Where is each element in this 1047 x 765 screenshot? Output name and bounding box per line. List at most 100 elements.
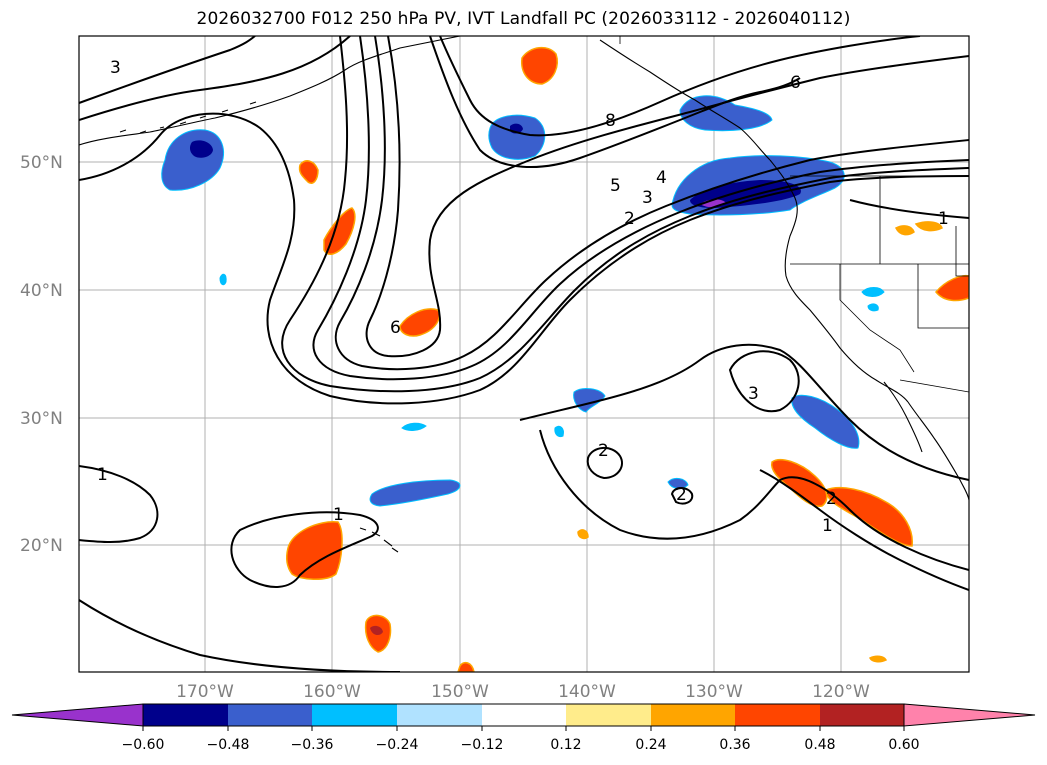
colorbar-extend-max: [903, 703, 1036, 727]
contour-2-sub: [79, 36, 351, 121]
lon-label: 150°W: [431, 682, 489, 702]
pv-blob-small-9: [577, 529, 589, 540]
pv-blob-small-3: [219, 273, 227, 286]
pv-blob-hawaii-north: [369, 479, 461, 507]
alaska-panhandle: [599, 39, 771, 161]
pv-blob-hawaii: [286, 521, 343, 580]
contour-label: 3: [110, 58, 121, 78]
colorbar-frame: [142, 703, 905, 727]
state-border-5: [955, 226, 969, 277]
lon-label: 140°W: [558, 682, 616, 702]
colorbar-swatch: [735, 704, 820, 726]
latitude-labels: 50°N 40°N 30°N 20°N: [20, 153, 63, 556]
ivt-contours: [79, 36, 969, 672]
positive-pv-regions: [286, 46, 969, 672]
pv-blob-cutoff: [399, 308, 440, 337]
coastlines: [79, 36, 969, 553]
pv-blob-se-edge: [935, 274, 969, 302]
alaska-coast: [79, 36, 461, 146]
colorbar-ticks: [142, 726, 905, 731]
pv-blob-small-6: [457, 661, 475, 672]
colorbar-tick-label: 0.48: [804, 737, 835, 753]
colorbar-tick-label: 0.24: [635, 737, 666, 753]
pv-blob-subtropic-b: [667, 477, 689, 489]
colorbar-extend-min: [11, 703, 144, 727]
colorbar-swatch: [820, 704, 904, 726]
contour-subtropic-2: [519, 343, 969, 481]
contour-northern-trough: [79, 112, 969, 405]
contour-label: 3: [748, 384, 759, 404]
contour-loop-2b: [670, 487, 694, 505]
contour-label: 4: [656, 168, 667, 188]
contour-east-1: [849, 199, 969, 219]
lat-label: 40°N: [20, 281, 63, 301]
colorbar-swatch: [397, 704, 482, 726]
colorbar-swatch: [566, 704, 651, 726]
pv-blob-small-5: [867, 303, 879, 312]
longitude-labels: 170°W 160°W 150°W 140°W 130°W 120°W: [176, 682, 870, 702]
pv-blob-north-pacific: [488, 114, 546, 160]
contour-6-ridge: [439, 36, 921, 137]
pv-blob-subtropic-a: [573, 388, 606, 413]
contour-label: 1: [97, 465, 108, 485]
pv-blob-small-8: [868, 655, 888, 663]
pv-blob-mexico-b: [825, 486, 913, 547]
contour-label: 6: [390, 318, 401, 338]
contour-label: 1: [938, 209, 949, 229]
lat-label: 20°N: [20, 536, 63, 556]
baja-peninsula: [883, 381, 923, 453]
pv-blob-small-7: [894, 225, 915, 236]
contour-loop-2: [586, 447, 623, 480]
colorbar-tick-label: 0.60: [888, 737, 919, 753]
pv-blob-gulf-alaska: [521, 46, 558, 85]
contour-trough-1: [281, 36, 969, 393]
colorbar-tick-label: −0.60: [122, 737, 165, 753]
contour-trough-2: [312, 36, 969, 381]
pv-blob-baja: [791, 394, 860, 449]
lon-label: 170°W: [176, 682, 234, 702]
chart-title: 2026032700 F012 250 hPa PV, IVT Landfall…: [196, 9, 851, 29]
pv-blob-south-a-core: [370, 625, 383, 636]
contour-label: 1: [822, 516, 833, 536]
colorbar-tick-label: 0.36: [719, 737, 750, 753]
lon-label: 130°W: [685, 682, 743, 702]
lon-label: 160°W: [303, 682, 361, 702]
colorbar-swatch: [651, 704, 735, 726]
lon-label: 120°W: [812, 682, 870, 702]
contour-west-1: [79, 465, 159, 543]
contour-label: 2: [676, 485, 687, 505]
contour-label: 2: [624, 209, 635, 229]
contour-3-north: [79, 36, 256, 104]
pv-blob-small-1: [401, 422, 427, 431]
lat-label: 50°N: [20, 153, 63, 173]
colorbar-swatch: [143, 704, 228, 726]
colorbar-swatch: [228, 704, 312, 726]
contour-label: 2: [826, 489, 837, 509]
baja-coast: [907, 401, 969, 501]
colorbar-tick-label: −0.36: [291, 737, 334, 753]
colorbar-swatch: [482, 704, 566, 726]
contour-cutoff-6: [365, 36, 969, 358]
contour-trough-3: [334, 36, 969, 371]
colorbar-tick-label: −0.48: [207, 737, 250, 753]
contour-hawaii-1: [230, 511, 379, 588]
colorbar-tick-label: −0.12: [461, 737, 504, 753]
contour-label: 2: [598, 441, 609, 461]
colorbar-tick-label: −0.24: [376, 737, 419, 753]
contour-lower-loop: [79, 599, 401, 672]
colorbar-swatch: [312, 704, 397, 726]
contour-8: [429, 36, 801, 168]
contour-mexico-1: [759, 469, 969, 591]
aleutian-chain: [119, 101, 257, 134]
pv-blob-small-4: [554, 425, 564, 437]
contour-labels: 3 8 6 5 4 3 2 1 6 3 2 2 1 1 2 1: [97, 58, 949, 536]
pv-blob-central-a: [298, 160, 319, 184]
contour-label: 8: [605, 111, 616, 131]
bc-coast: [769, 159, 798, 277]
mexico-border: [899, 379, 969, 393]
contour-subtropic: [539, 429, 969, 571]
map-frame: [78, 35, 970, 673]
contour-label: 6: [790, 73, 801, 93]
contour-label: 5: [610, 176, 621, 196]
